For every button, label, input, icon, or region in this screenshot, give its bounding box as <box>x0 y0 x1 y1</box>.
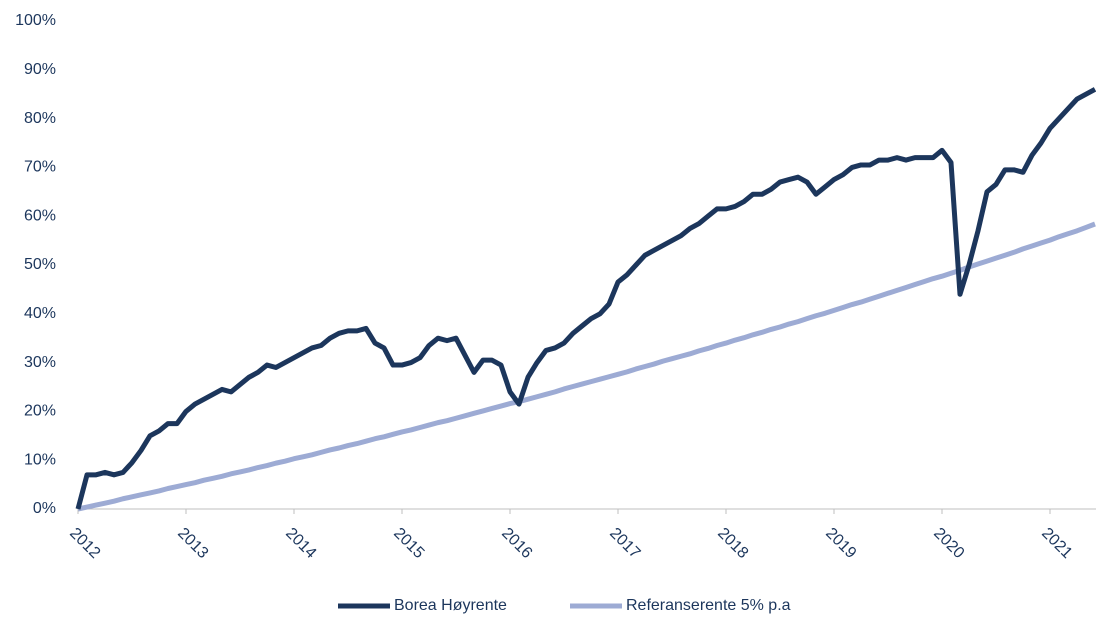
series-line <box>77 221 1096 512</box>
x-tick-label: 2018 <box>714 525 751 562</box>
x-tick-label: 2019 <box>822 525 859 562</box>
y-tick-label: 80% <box>24 110 56 127</box>
y-tick-label: 0% <box>33 500 56 517</box>
x-tick-label: 2013 <box>174 525 211 562</box>
y-tick-label: 50% <box>24 256 56 273</box>
x-tick-label: 2016 <box>498 525 535 562</box>
legend-label: Borea Høyrente <box>394 597 507 614</box>
legend-label: Referanserente 5% p.a <box>626 597 791 614</box>
series-line <box>75 87 1096 510</box>
y-tick-label: 30% <box>24 354 56 371</box>
x-tick-label: 2020 <box>930 525 967 562</box>
x-tick-label: 2021 <box>1038 525 1075 562</box>
y-tick-label: 60% <box>24 207 56 224</box>
x-tick-label: 2012 <box>66 525 103 562</box>
x-tick-label: 2014 <box>282 525 319 562</box>
y-tick-label: 70% <box>24 159 56 176</box>
y-tick-label: 40% <box>24 305 56 322</box>
y-tick-label: 90% <box>24 61 56 78</box>
y-tick-label: 20% <box>24 403 56 420</box>
y-tick-label: 100% <box>15 12 56 29</box>
y-tick-label: 10% <box>24 451 56 468</box>
x-tick-label: 2017 <box>606 525 643 562</box>
x-tick-label: 2015 <box>390 525 427 562</box>
